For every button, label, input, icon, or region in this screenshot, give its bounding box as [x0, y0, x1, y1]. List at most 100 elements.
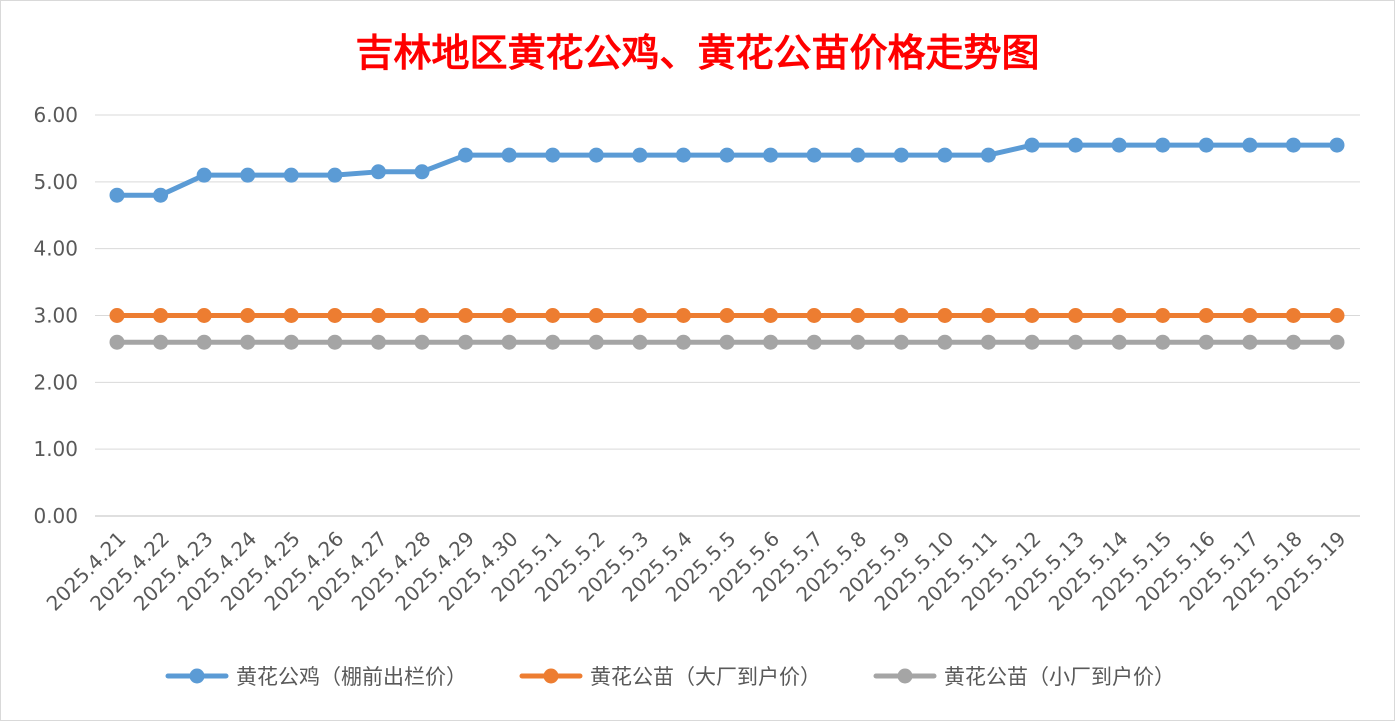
data-point	[501, 334, 517, 350]
data-point	[850, 147, 866, 163]
data-point	[501, 308, 517, 323]
data-point	[893, 334, 909, 350]
data-point	[1068, 137, 1084, 153]
chart-title: 吉林地区黄花公鸡、黄花公苗价格走势图	[355, 30, 1040, 75]
y-tick-label: 6.00	[33, 103, 78, 127]
data-point	[414, 164, 430, 180]
data-point	[1242, 137, 1258, 153]
data-point	[327, 334, 343, 350]
data-point	[327, 167, 343, 183]
data-point	[1198, 308, 1214, 323]
data-point	[240, 308, 256, 323]
data-point	[937, 308, 953, 323]
data-point	[1111, 334, 1127, 350]
data-point	[1068, 334, 1084, 350]
data-point	[1068, 308, 1084, 323]
data-point	[545, 147, 561, 163]
data-point	[806, 308, 822, 323]
legend-label: 黄花公鸡（棚前出栏价）	[236, 665, 467, 689]
data-point	[850, 334, 866, 350]
data-point	[893, 308, 909, 323]
series-2	[109, 308, 1345, 323]
data-point	[675, 334, 691, 350]
data-point	[1329, 137, 1345, 153]
data-point	[675, 147, 691, 163]
series-1	[109, 137, 1345, 203]
data-point	[501, 147, 517, 163]
y-tick-label: 1.00	[33, 437, 78, 461]
data-point	[588, 147, 604, 163]
data-point	[1024, 137, 1040, 153]
series-group	[109, 137, 1345, 350]
data-point	[937, 147, 953, 163]
data-point	[806, 147, 822, 163]
legend-swatch-marker	[543, 668, 559, 684]
data-point	[1198, 137, 1214, 153]
data-point	[196, 308, 212, 323]
data-point	[283, 334, 299, 350]
data-point	[458, 308, 474, 323]
data-point	[1155, 308, 1171, 323]
data-point	[850, 308, 866, 323]
x-axis-ticks: 2025.4.212025.4.222025.4.232025.4.242025…	[42, 527, 1351, 616]
data-point	[719, 334, 735, 350]
data-point	[240, 334, 256, 350]
legend-swatch-marker	[189, 668, 205, 684]
data-point	[458, 334, 474, 350]
data-point	[545, 308, 561, 323]
data-point	[370, 334, 386, 350]
data-point	[763, 308, 779, 323]
data-point	[109, 187, 125, 203]
data-point	[632, 308, 648, 323]
data-point	[1329, 308, 1345, 323]
data-point	[240, 167, 256, 183]
data-point	[153, 187, 169, 203]
data-point	[196, 334, 212, 350]
data-point	[1285, 334, 1301, 350]
data-point	[675, 308, 691, 323]
data-point	[414, 308, 430, 323]
y-tick-label: 2.00	[33, 370, 78, 394]
data-point	[458, 147, 474, 163]
data-point	[370, 164, 386, 180]
legend: 黄花公鸡（棚前出栏价） 黄花公苗（大厂到户价） 黄花公苗（小厂到户价）	[165, 665, 1175, 689]
legend-swatch-marker	[897, 668, 913, 684]
data-point	[1155, 137, 1171, 153]
legend-label: 黄花公苗（小厂到户价）	[944, 665, 1175, 689]
data-point	[588, 334, 604, 350]
data-point	[1329, 334, 1345, 350]
data-point	[327, 308, 343, 323]
data-point	[283, 167, 299, 183]
data-point	[763, 147, 779, 163]
data-point	[153, 334, 169, 350]
data-point	[1285, 308, 1301, 323]
data-point	[1111, 308, 1127, 323]
data-point	[370, 308, 386, 323]
data-point	[1242, 308, 1258, 323]
data-point	[806, 334, 822, 350]
data-point	[196, 167, 212, 183]
data-point	[588, 308, 604, 323]
y-tick-label: 5.00	[33, 170, 78, 194]
data-point	[153, 308, 169, 323]
y-tick-label: 0.00	[33, 504, 78, 528]
y-axis-ticks: 0.00 1.00 2.00 3.00 4.00 5.00 6.00	[33, 103, 78, 528]
y-tick-label: 3.00	[33, 304, 78, 328]
legend-label: 黄花公苗（大厂到户价）	[590, 665, 821, 689]
data-point	[893, 147, 909, 163]
data-point	[283, 308, 299, 323]
data-point	[1024, 334, 1040, 350]
data-point	[719, 147, 735, 163]
data-point	[980, 308, 996, 323]
data-point	[632, 334, 648, 350]
data-point	[937, 334, 953, 350]
series-3	[109, 334, 1345, 350]
data-point	[763, 334, 779, 350]
data-point	[109, 334, 125, 350]
data-point	[1111, 137, 1127, 153]
data-point	[414, 334, 430, 350]
data-point	[1198, 334, 1214, 350]
data-point	[632, 147, 648, 163]
